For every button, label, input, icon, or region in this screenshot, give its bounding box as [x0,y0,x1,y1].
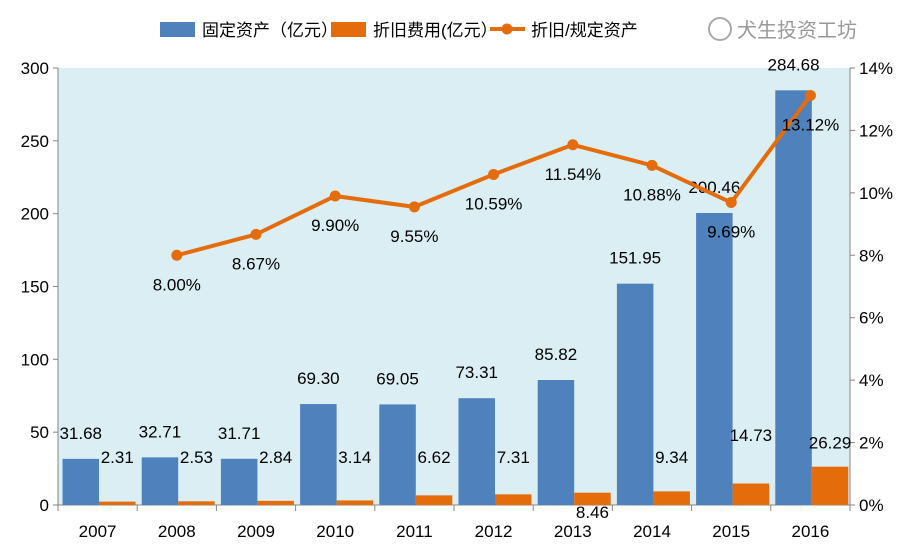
bar-fixed-assets [379,404,416,505]
x-tick-label: 2007 [79,522,117,541]
bar-label-fixed-assets: 151.95 [609,249,661,268]
x-tick-label: 2014 [633,522,671,541]
ratio-point [725,197,737,209]
x-tick-label: 2009 [237,522,275,541]
x-tick-label: 2010 [316,522,354,541]
ratio-point [408,201,420,213]
legend-label-ratio: 折旧/规定资产 [531,21,638,40]
left-tick-label: 300 [21,59,49,78]
right-tick-label: 14% [859,59,893,78]
x-tick-label: 2008 [158,522,196,541]
bar-label-depreciation: 2.84 [259,448,292,467]
bar-label-depreciation: 8.46 [576,503,609,522]
x-tick-label: 2011 [396,522,433,541]
bar-depreciation [574,492,611,505]
left-tick-label: 100 [21,350,49,369]
ratio-label: 10.88% [623,185,681,204]
watermark-logo-icon [708,17,732,41]
ratio-point [804,89,816,101]
bar-label-fixed-assets: 31.71 [218,424,261,443]
right-tick-label: 12% [859,121,893,140]
bar-label-fixed-assets: 200.46 [688,178,740,197]
right-tick-label: 0% [859,496,884,515]
bar-label-fixed-assets: 69.05 [376,369,419,388]
bar-fixed-assets [696,212,733,506]
bar-fixed-assets [141,457,179,505]
bar-label-fixed-assets: 85.82 [535,345,578,364]
ratio-label: 9.69% [707,223,755,242]
bar-label-depreciation: 2.53 [180,448,213,467]
ratio-point [488,168,500,180]
bar-label-depreciation: 14.73 [730,426,773,445]
ratio-label: 9.55% [390,227,438,246]
bar-fixed-assets [775,90,812,505]
bar-label-fixed-assets: 31.68 [59,424,102,443]
ratio-label: 11.54% [545,165,601,184]
ratio-point [171,249,183,261]
bar-label-depreciation: 6.62 [418,448,451,467]
left-tick-label: 150 [21,278,49,297]
bar-depreciation [811,466,849,505]
bar-fixed-assets [220,458,258,505]
legend-swatch-depreciation [331,22,366,37]
bar-label-fixed-assets: 73.31 [455,363,498,382]
ratio-point [567,139,579,151]
left-tick-label: 200 [21,205,49,224]
right-tick-label: 10% [859,184,893,203]
bar-label-fixed-assets: 69.30 [297,369,340,388]
right-tick-label: 8% [859,246,884,265]
legend-label-depreciation: 折旧费用(亿元） [373,21,498,40]
bar-fixed-assets [62,458,99,505]
ratio-point [646,159,658,171]
bar-depreciation [336,500,374,505]
bar-fixed-assets [300,404,337,505]
watermark-text: 犬生投资工坊 [737,19,857,42]
x-tick-label: 2015 [712,522,750,541]
ratio-label: 13.12% [782,115,840,134]
bar-depreciation [415,495,453,505]
bar-depreciation [495,494,532,505]
ratio-point [329,190,341,202]
left-tick-label: 250 [21,132,49,151]
x-tick-label: 2012 [475,522,513,541]
bar-label-depreciation: 26.29 [809,434,852,453]
bar-depreciation [178,501,215,505]
legend-marker-ratio [501,23,513,35]
right-tick-label: 2% [859,434,884,453]
bar-depreciation [99,501,136,505]
bar-label-depreciation: 3.14 [338,448,371,467]
ratio-label: 10.59% [465,194,523,213]
bar-depreciation [653,491,690,505]
ratio-point [250,228,262,240]
bar-fixed-assets [616,283,654,505]
left-tick-label: 0 [40,496,49,515]
bar-label-depreciation: 2.31 [101,448,134,467]
bar-label-fixed-assets: 284.68 [768,55,820,74]
right-tick-label: 6% [859,309,884,328]
ratio-label: 9.90% [311,216,359,235]
bar-depreciation [257,500,294,505]
bar-label-fixed-assets: 32.71 [139,422,182,441]
bar-fixed-assets [458,398,495,505]
x-tick-label: 2013 [554,522,592,541]
bar-label-depreciation: 9.34 [655,448,688,467]
legend-label-fixed-assets: 固定资产（亿元） [202,21,338,40]
bar-fixed-assets [537,379,575,505]
ratio-label: 8.67% [232,254,280,273]
left-tick-label: 50 [30,423,49,442]
right-tick-label: 4% [859,371,884,390]
x-tick-label: 2016 [791,522,829,541]
ratio-label: 8.00% [153,275,201,294]
bar-label-depreciation: 7.31 [497,448,530,467]
legend-swatch-fixed-assets [160,22,195,37]
bar-depreciation [732,483,770,505]
